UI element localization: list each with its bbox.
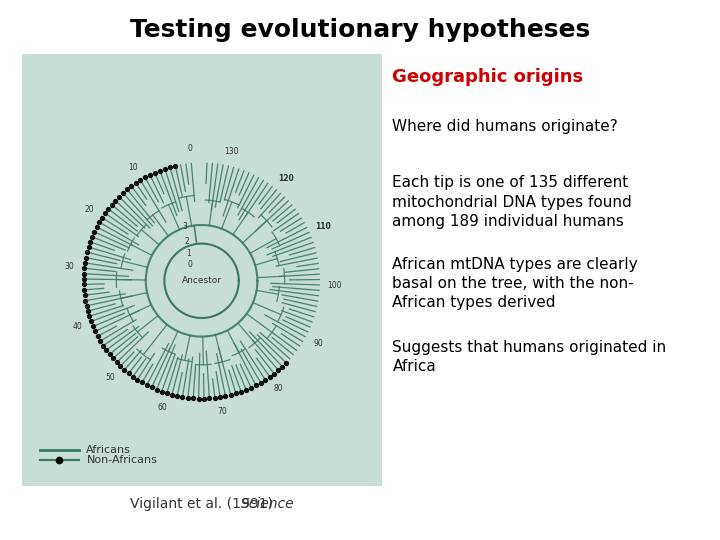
Text: 70: 70 bbox=[217, 407, 228, 416]
Text: Africans: Africans bbox=[86, 445, 131, 455]
Text: 40: 40 bbox=[72, 322, 82, 331]
Text: 50: 50 bbox=[105, 373, 115, 382]
Text: 2: 2 bbox=[184, 237, 189, 246]
Text: 3: 3 bbox=[182, 222, 187, 231]
Text: Non-Africans: Non-Africans bbox=[86, 455, 157, 464]
Text: 10: 10 bbox=[128, 163, 138, 172]
Polygon shape bbox=[164, 244, 239, 318]
Text: 100: 100 bbox=[327, 281, 341, 290]
Text: 130: 130 bbox=[225, 147, 239, 156]
Text: Vigilant et al. (1991): Vigilant et al. (1991) bbox=[130, 497, 277, 511]
Text: 30: 30 bbox=[65, 262, 75, 271]
Text: 0: 0 bbox=[187, 260, 192, 269]
Text: 110: 110 bbox=[315, 222, 330, 231]
Text: 1: 1 bbox=[186, 249, 191, 258]
Bar bbox=[22, 54, 382, 486]
Text: 0: 0 bbox=[188, 144, 192, 153]
Text: Testing evolutionary hypotheses: Testing evolutionary hypotheses bbox=[130, 18, 590, 42]
Text: Geographic origins: Geographic origins bbox=[392, 68, 583, 85]
Text: 20: 20 bbox=[85, 205, 94, 214]
Text: Ancestor: Ancestor bbox=[181, 276, 222, 285]
Text: 120: 120 bbox=[278, 174, 294, 183]
Text: 60: 60 bbox=[158, 403, 167, 412]
Text: Each tip is one of 135 different
mitochondrial DNA types found
among 189 individ: Each tip is one of 135 different mitocho… bbox=[392, 176, 632, 229]
Text: 80: 80 bbox=[274, 384, 283, 394]
Text: 90: 90 bbox=[313, 339, 323, 348]
Text: Where did humans originate?: Where did humans originate? bbox=[392, 119, 618, 134]
Text: Science: Science bbox=[241, 497, 294, 511]
Text: Suggests that humans originated in
Africa: Suggests that humans originated in Afric… bbox=[392, 340, 667, 374]
Text: African mtDNA types are clearly
basal on the tree, with the non-
African types d: African mtDNA types are clearly basal on… bbox=[392, 256, 638, 310]
